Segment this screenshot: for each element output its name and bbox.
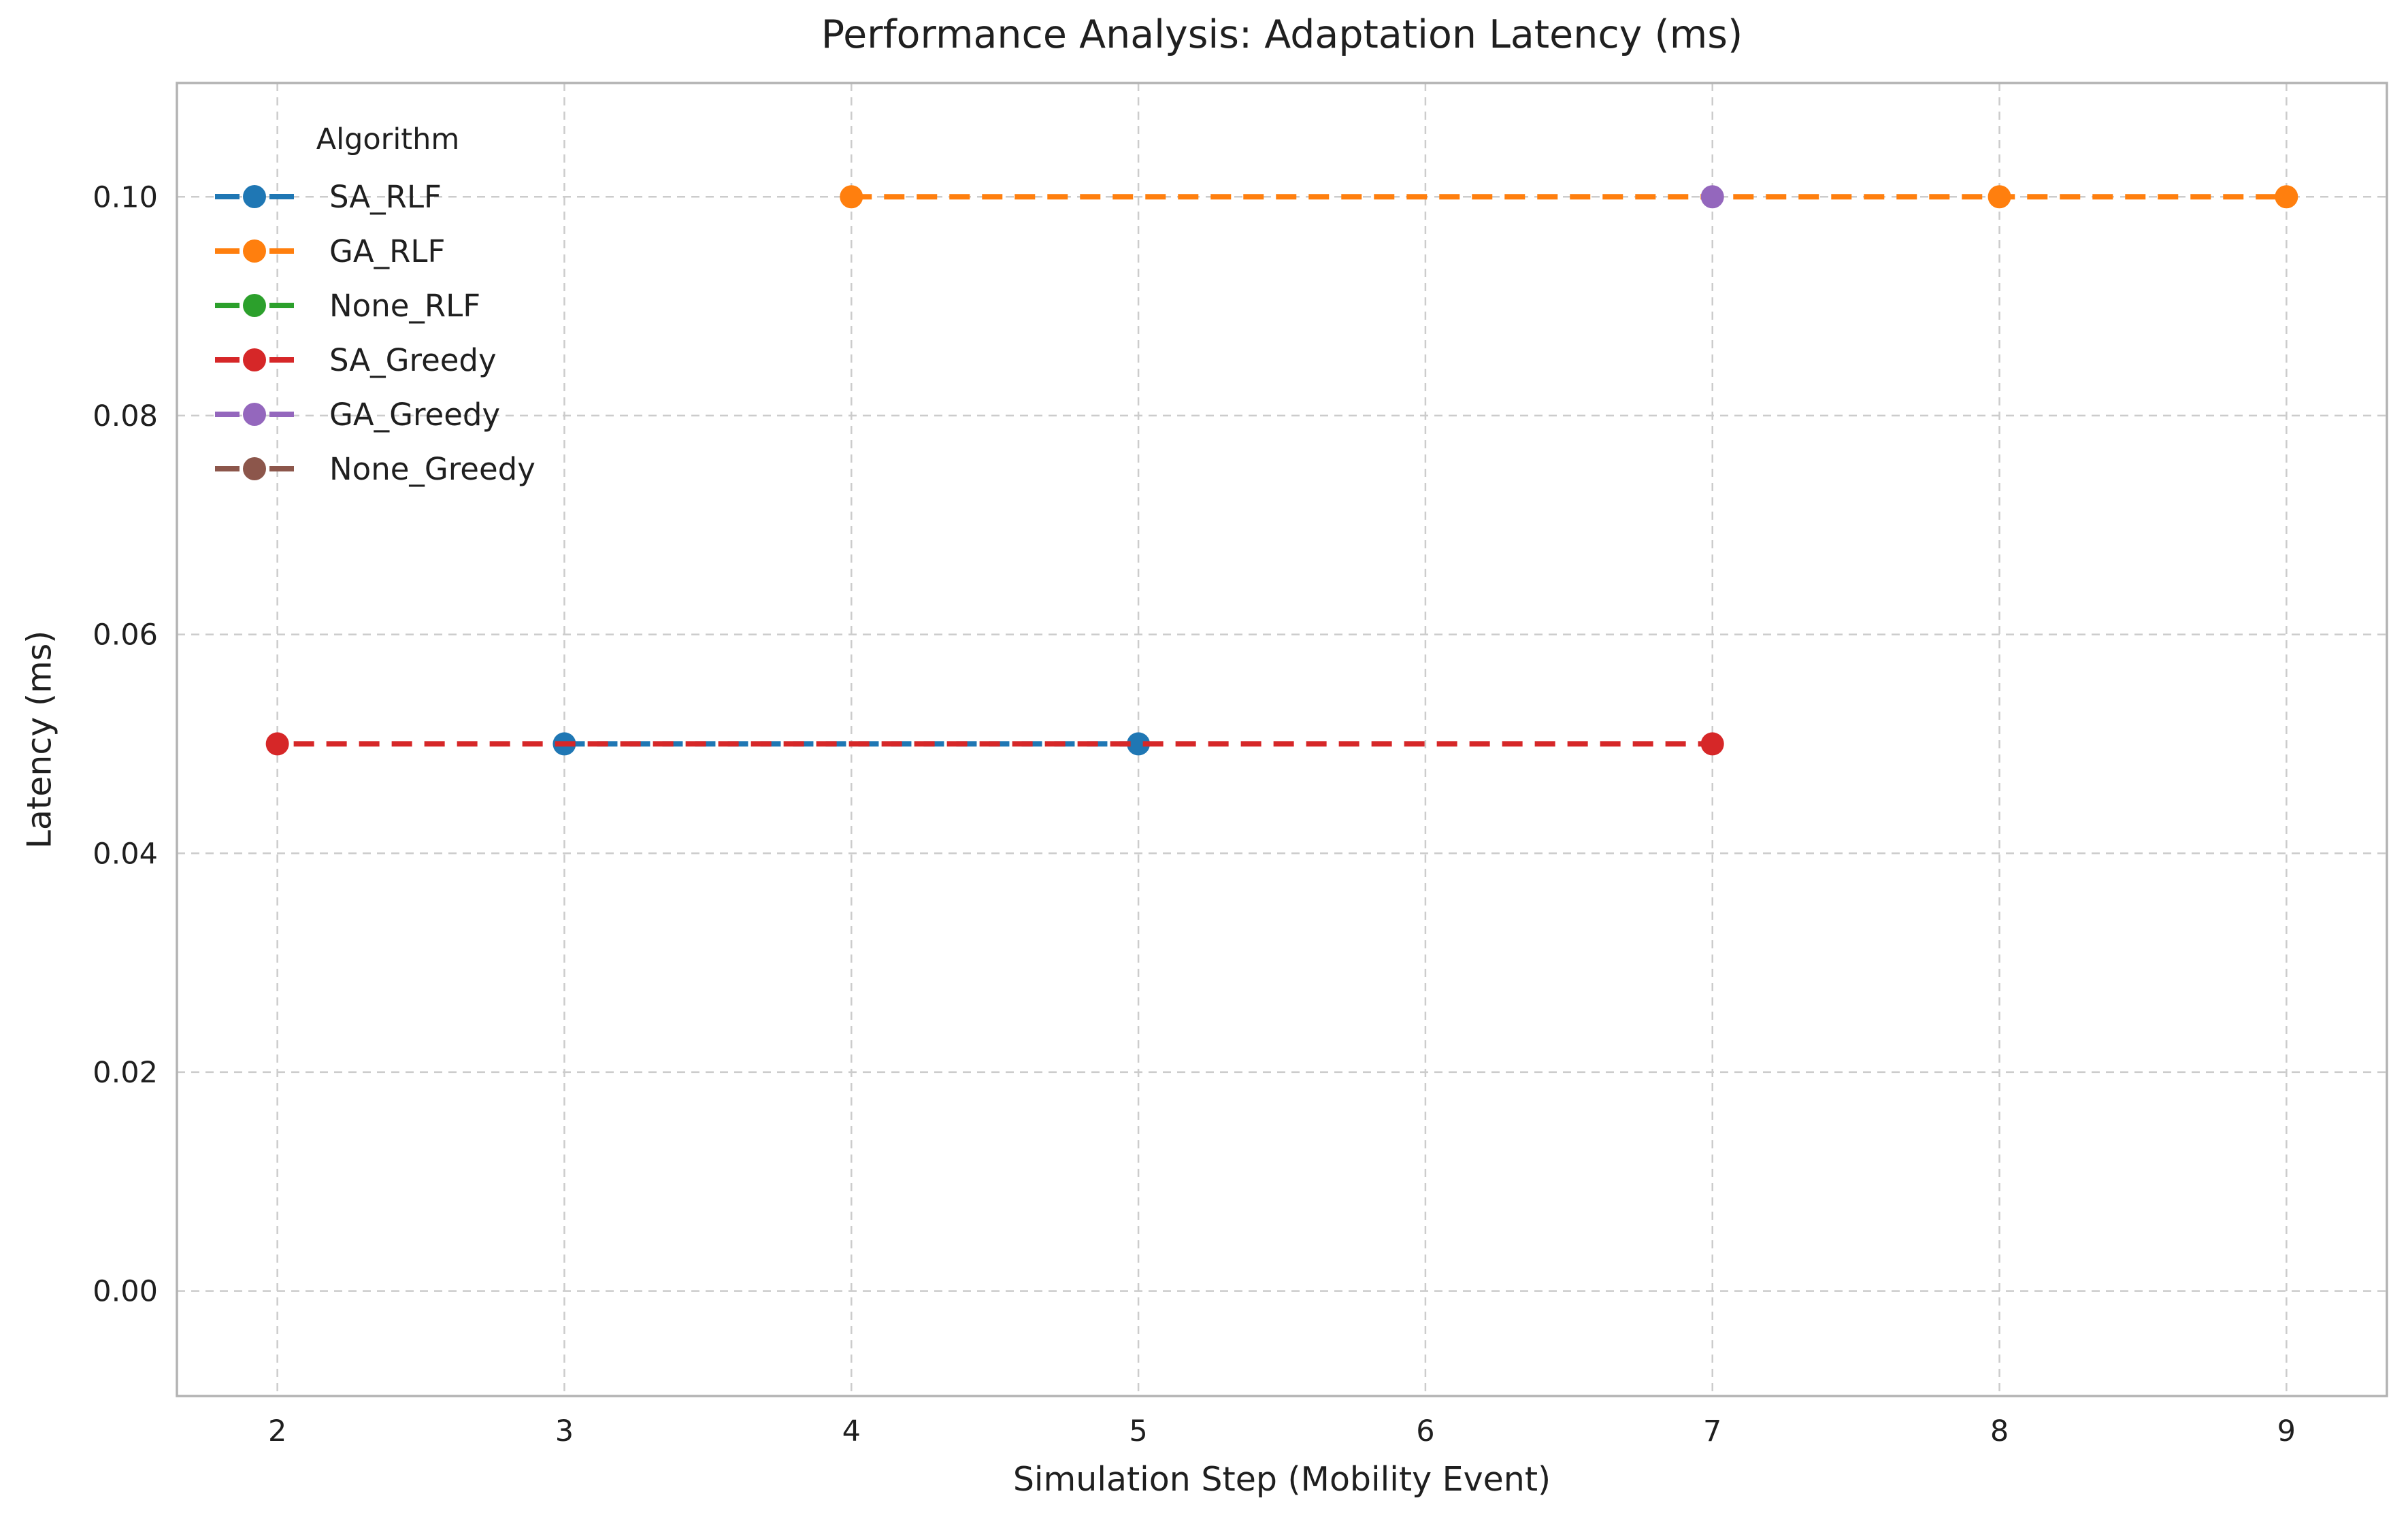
x-tick-label-5: 5 — [1129, 1414, 1147, 1448]
legend-item-GA_RLF: GA_RLF — [204, 224, 572, 278]
y-tick-label-0.00: 0.00 — [93, 1275, 158, 1309]
legend-rows: SA_RLF GA_RLF None_RLF SA_Greedy GA_Greedy No… — [204, 169, 572, 496]
x-tick-label-9: 9 — [2277, 1414, 2296, 1448]
x-axis-label: Simulation Step (Mobility Event) — [1012, 1460, 1551, 1499]
data-point-SA_Greedy-x2 — [265, 732, 289, 756]
x-tick-label-8: 8 — [1990, 1414, 2009, 1448]
y-tick-label-0.10: 0.10 — [93, 180, 158, 214]
y-tick-label-0.04: 0.04 — [93, 837, 158, 871]
chart-title: Performance Analysis: Adaptation Latency… — [821, 12, 1743, 57]
y-axis-label: Latency (ms) — [20, 630, 59, 849]
legend-swatch-SA_Greedy — [215, 348, 294, 371]
legend-item-label: GA_RLF — [329, 233, 446, 269]
legend: Algorithm SA_RLF GA_RLF None_RLF SA_Greedy G… — [204, 122, 572, 496]
legend-item-SA_RLF: SA_RLF — [204, 169, 572, 224]
y-tick-label-0.08: 0.08 — [93, 399, 158, 433]
x-tick-label-6: 6 — [1416, 1414, 1434, 1448]
plot-spines — [176, 82, 2388, 1397]
y-tick-label-0.02: 0.02 — [93, 1056, 158, 1090]
legend-swatch-GA_RLF — [215, 239, 294, 263]
x-tick-label-4: 4 — [842, 1414, 861, 1448]
legend-item-GA_Greedy: GA_Greedy — [204, 387, 572, 442]
legend-item-label: None_RLF — [329, 287, 481, 324]
data-point-GA_Greedy-x7 — [1700, 185, 1724, 209]
data-point-GA_RLF-x8 — [1988, 185, 2011, 209]
data-point-SA_RLF-x5 — [1127, 732, 1151, 756]
legend-item-SA_Greedy: SA_Greedy — [204, 333, 572, 387]
legend-item-None_Greedy: None_Greedy — [204, 442, 572, 496]
data-point-SA_Greedy-x7 — [1700, 732, 1724, 756]
y-tick-label-0.06: 0.06 — [93, 618, 158, 652]
x-tick-label-3: 3 — [555, 1414, 574, 1448]
legend-item-label: None_Greedy — [329, 450, 535, 487]
x-tick-label-2: 2 — [268, 1414, 286, 1448]
legend-item-label: GA_Greedy — [329, 396, 501, 433]
legend-swatch-GA_Greedy — [215, 403, 294, 426]
legend-item-label: SA_RLF — [329, 178, 442, 215]
legend-swatch-SA_RLF — [215, 185, 294, 208]
legend-item-label: SA_Greedy — [329, 342, 497, 378]
legend-swatch-None_RLF — [215, 294, 294, 317]
data-point-GA_RLF-x4 — [840, 185, 863, 209]
data-point-GA_RLF-x9 — [2275, 185, 2298, 209]
legend-item-None_RLF: None_RLF — [204, 278, 572, 333]
legend-title: Algorithm — [316, 122, 460, 156]
legend-swatch-None_Greedy — [215, 457, 294, 480]
x-tick-label-7: 7 — [1703, 1414, 1721, 1448]
